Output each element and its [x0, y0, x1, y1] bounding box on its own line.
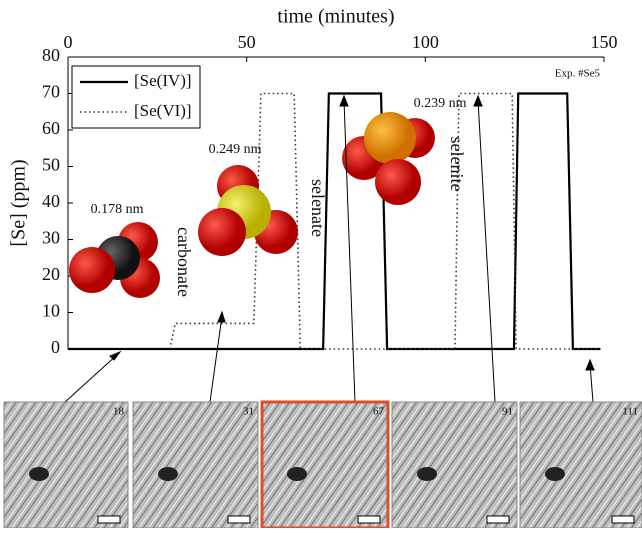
etch-pit: [287, 467, 307, 481]
micrographs: 18 31 67 91 111: [4, 402, 642, 528]
etch-pit: [29, 467, 49, 481]
etch-pit: [545, 467, 565, 481]
micrograph-time: 18: [113, 406, 125, 418]
scale-bar: [487, 516, 509, 523]
annotation: Exp. #Se5: [555, 68, 601, 80]
y-tick-label: 0: [51, 337, 60, 357]
y-tick-label: 20: [42, 264, 60, 284]
x-tick-label: 100: [412, 32, 439, 52]
scale-bar: [358, 516, 380, 523]
micrograph: [392, 402, 517, 528]
micrograph: [133, 402, 258, 528]
legend-label: [Se(VI)]: [134, 101, 192, 120]
y-tick-label: 70: [42, 82, 60, 102]
series-line: [68, 94, 600, 350]
y-axis-title: [Se] (ppm): [8, 159, 30, 246]
y-tick-label: 40: [42, 191, 60, 211]
micrograph-time: 67: [373, 406, 385, 418]
annotation: 0.239 nm: [414, 96, 467, 111]
micrograph: [4, 402, 128, 528]
carbonate-molecule: [69, 222, 160, 298]
selenate-molecule: [198, 165, 298, 256]
x-tick-label: 150: [591, 32, 618, 52]
selenite-molecule: [342, 112, 435, 205]
micrograph: [262, 402, 388, 528]
legend-label: [Se(IV)]: [134, 71, 192, 90]
scale-bar: [228, 516, 250, 523]
annotation: carbonate: [174, 227, 194, 297]
x-tick-label: 0: [64, 32, 73, 52]
micrograph: [520, 402, 642, 528]
micrograph-time: 91: [502, 406, 513, 418]
y-tick-label: 80: [42, 45, 60, 65]
etch-pit: [417, 467, 437, 481]
annotation: 0.178 nm: [91, 202, 144, 217]
scale-bar: [98, 516, 120, 523]
y-tick-label: 10: [42, 301, 60, 321]
scale-bar: [612, 516, 634, 523]
x-tick-label: 50: [238, 32, 256, 52]
x-axis-title: time (minutes): [277, 6, 394, 28]
annotation: selenate: [308, 179, 328, 237]
annotation: selenite: [447, 137, 467, 192]
y-tick-label: 30: [42, 228, 60, 248]
figure: time (minutes) [Se] (ppm) 0 50 100 150 0 10 20 30…: [0, 0, 642, 528]
annotation: 0.249 nm: [209, 142, 262, 157]
micrograph-time: 111: [622, 406, 638, 418]
micrograph-time: 31: [243, 406, 254, 418]
etch-pit: [158, 467, 178, 481]
y-tick-label: 50: [42, 155, 60, 175]
y-tick-label: 60: [42, 118, 60, 138]
